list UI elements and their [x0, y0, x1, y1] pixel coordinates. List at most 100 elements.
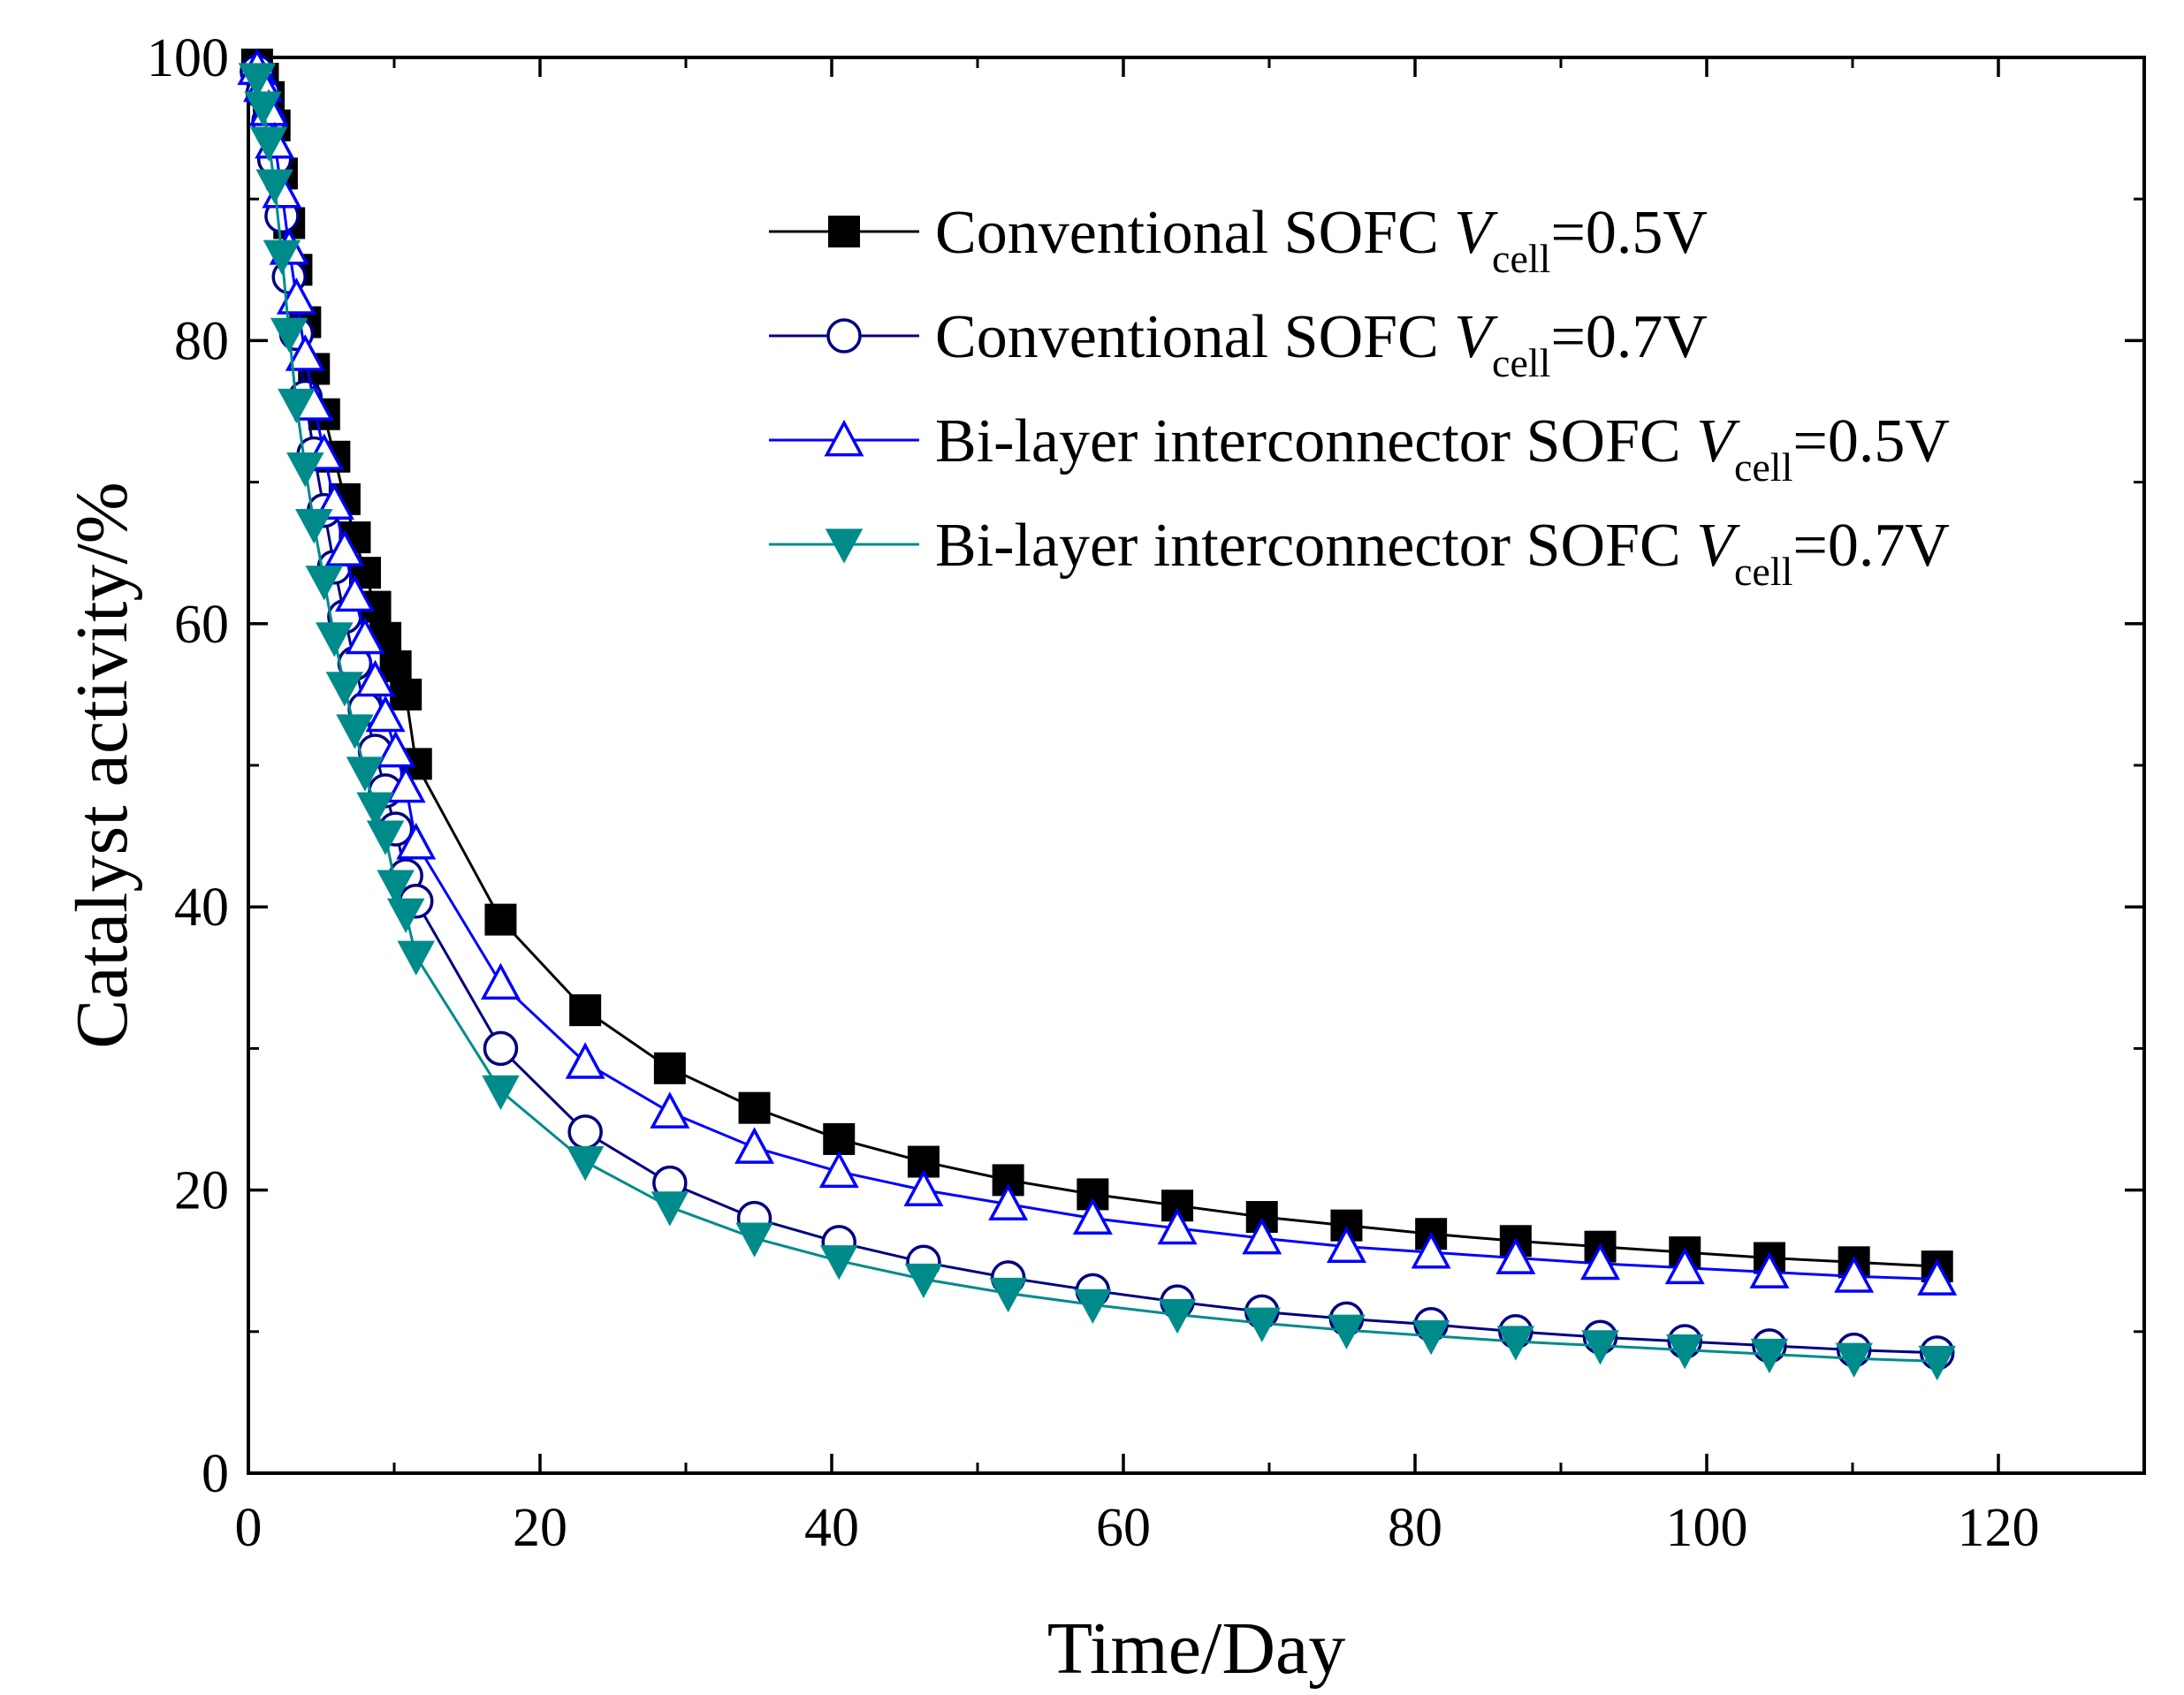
x-tick-label: 0 — [235, 1498, 263, 1558]
legend-marker — [825, 528, 864, 564]
data-point — [255, 169, 293, 204]
y-tick-label: 80 — [174, 311, 229, 371]
data-point — [385, 765, 426, 803]
data-point — [376, 730, 416, 768]
data-point — [1666, 1334, 1704, 1370]
data-point — [295, 509, 333, 544]
data-point — [738, 1091, 771, 1124]
data-point — [285, 334, 325, 371]
data-point — [989, 1277, 1027, 1313]
data-point — [904, 1263, 943, 1299]
data-point — [1580, 1243, 1621, 1281]
legend-entry: Bi-layer interconnector SOFC Vcell=0.7V — [769, 512, 1950, 594]
data-point — [1412, 1319, 1450, 1356]
data-point — [390, 678, 422, 711]
data-point — [286, 452, 324, 488]
data-point — [1749, 1251, 1790, 1288]
data-point — [1917, 1258, 1958, 1296]
legend-entry: Conventional SOFC Vcell=0.7V — [769, 303, 1708, 385]
legend-marker — [826, 318, 862, 353]
data-point — [1243, 1307, 1281, 1342]
x-tick-label: 40 — [804, 1498, 859, 1558]
data-point — [565, 1042, 605, 1079]
data-point — [1326, 1226, 1366, 1264]
data-point — [325, 672, 364, 707]
data-point — [238, 63, 277, 98]
data-point — [396, 822, 437, 860]
data-point — [1918, 1345, 1956, 1381]
data-point — [1072, 1197, 1113, 1235]
data-point — [249, 126, 288, 162]
data-point — [270, 317, 308, 353]
legend-label: Conventional SOFC Vcell=0.5V — [935, 199, 1708, 281]
legend-label: Bi-layer interconnector SOFC Vcell=0.5V — [935, 407, 1950, 490]
data-point — [386, 898, 425, 933]
data-point — [377, 870, 415, 905]
data-point — [244, 91, 282, 126]
data-point — [480, 962, 521, 1000]
data-point — [397, 940, 435, 976]
y-axis-title: Catalyst activity/% — [61, 482, 143, 1049]
x-axis-title: Time/Day — [1047, 1608, 1346, 1690]
data-point — [988, 1183, 1029, 1220]
data-point — [1411, 1231, 1451, 1269]
y-tick-label: 20 — [174, 1161, 229, 1221]
data-point — [650, 1091, 690, 1129]
data-point — [823, 1122, 856, 1155]
legend-label: Conventional SOFC Vcell=0.7V — [935, 303, 1708, 385]
data-point — [1158, 1298, 1197, 1334]
x-tick-label: 80 — [1388, 1498, 1442, 1558]
x-tick-label: 20 — [513, 1498, 567, 1558]
x-tick-label: 100 — [1666, 1498, 1748, 1558]
legend-entry: Bi-layer interconnector SOFC Vcell=0.5V — [769, 407, 1950, 490]
legend-marker — [824, 419, 864, 457]
data-point — [1834, 1256, 1875, 1293]
legend-marker — [828, 216, 860, 247]
data-point — [735, 1222, 773, 1258]
legend-label: Bi-layer interconnector SOFC Vcell=0.7V — [935, 512, 1950, 594]
data-point — [336, 714, 374, 749]
data-point — [316, 622, 354, 657]
series-3 — [237, 48, 1958, 1296]
data-point — [651, 1191, 689, 1227]
legend: Conventional SOFC Vcell=0.5V Conventional… — [769, 199, 1950, 594]
data-point — [345, 617, 385, 655]
data-point — [820, 1245, 858, 1281]
y-tick-label: 0 — [202, 1444, 229, 1504]
data-point — [278, 388, 316, 424]
data-point — [334, 574, 375, 612]
x-tick-label: 120 — [1958, 1498, 2040, 1558]
data-point — [1664, 1247, 1705, 1285]
x-tick-label: 60 — [1096, 1498, 1151, 1558]
data-series — [237, 48, 1958, 1381]
data-point — [1328, 1314, 1366, 1349]
y-tick-label: 60 — [174, 595, 229, 655]
data-point — [1495, 1237, 1536, 1274]
data-point — [484, 903, 517, 936]
data-point — [1157, 1207, 1198, 1245]
data-point — [276, 277, 316, 315]
data-point — [356, 792, 394, 827]
data-point — [1581, 1330, 1619, 1365]
axes: 0 20 40 60 80 100 120 0 20 40 60 80 100 — [147, 28, 2146, 1558]
data-point — [263, 239, 301, 275]
data-point — [818, 1151, 859, 1189]
data-point — [566, 1145, 605, 1182]
data-point — [1074, 1288, 1112, 1325]
data-point — [1496, 1326, 1535, 1361]
data-point — [1835, 1342, 1873, 1378]
y-tick-label: 100 — [147, 28, 229, 88]
data-point — [734, 1127, 775, 1164]
series-4 — [238, 63, 1956, 1381]
data-point — [567, 1114, 603, 1150]
data-point — [365, 695, 406, 733]
data-point — [355, 659, 396, 697]
data-point — [366, 820, 405, 855]
data-point — [903, 1169, 944, 1206]
data-point — [1242, 1217, 1282, 1255]
y-tick-label: 40 — [174, 878, 229, 938]
legend-entry: Conventional SOFC Vcell=0.5V — [769, 199, 1708, 281]
data-point — [569, 994, 602, 1027]
